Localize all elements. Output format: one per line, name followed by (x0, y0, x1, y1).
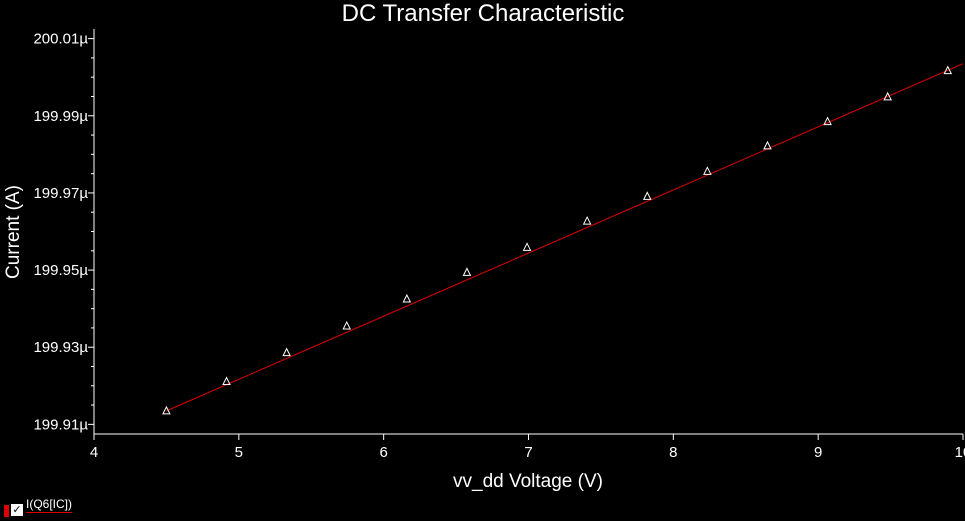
y-tick-label: 199.97µ (33, 185, 88, 202)
x-tick-label: 6 (379, 444, 387, 461)
data-point-marker (763, 140, 772, 150)
x-tick-label: 7 (524, 444, 532, 461)
data-point-marker (282, 347, 291, 357)
y-axis-label: Current (A) (3, 185, 24, 279)
x-tick-label: 8 (669, 444, 677, 461)
y-tick-label: 199.91µ (33, 416, 88, 433)
data-point-marker (462, 267, 472, 276)
y-tick-label: 199.99µ (33, 108, 88, 125)
data-point-marker (402, 293, 412, 303)
data-point-marker (883, 91, 892, 101)
y-tick-label: 199.93µ (33, 339, 88, 356)
x-tick-label: 9 (814, 444, 822, 461)
data-point-marker (823, 116, 832, 126)
data-point-marker (642, 191, 652, 200)
series-visibility-checkbox[interactable]: ✓ (11, 503, 23, 516)
x-tick-label: 4 (90, 444, 98, 461)
data-point-marker (582, 215, 592, 225)
legend-series-label[interactable]: I(Q6[IC]) (26, 497, 73, 513)
data-point-marker (943, 65, 953, 75)
legend: ✓ I(Q6[IC]) (4, 497, 73, 519)
data-point-marker (522, 242, 532, 251)
data-point-marker (342, 320, 352, 330)
series-color-swatch (4, 505, 9, 517)
y-tick-label: 200.01µ (33, 31, 88, 48)
x-tick-label: 5 (235, 444, 243, 461)
x-axis-label: vv_dd Voltage (V) (453, 471, 603, 492)
series-line (166, 63, 964, 412)
x-tick-label: 10 (955, 444, 965, 461)
data-point-marker (703, 166, 712, 175)
data-point-marker (162, 405, 171, 415)
data-point-marker (222, 376, 231, 386)
y-tick-label: 199.95µ (33, 262, 88, 279)
chart-title: DC Transfer Characteristic (342, 0, 625, 27)
